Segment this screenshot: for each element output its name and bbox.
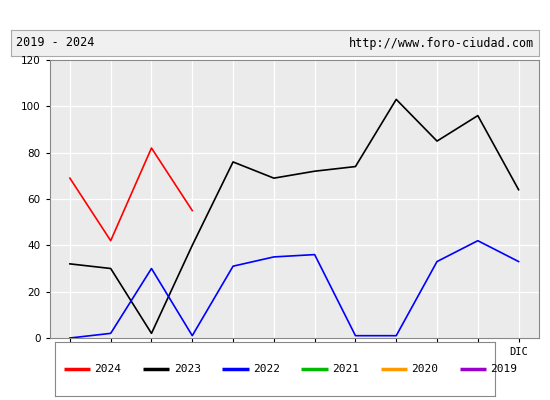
Text: 2024: 2024 bbox=[95, 364, 122, 374]
Text: http://www.foro-ciudad.com: http://www.foro-ciudad.com bbox=[349, 36, 534, 50]
Text: 2020: 2020 bbox=[411, 364, 438, 374]
Text: 2021: 2021 bbox=[332, 364, 359, 374]
Text: 2019 - 2024: 2019 - 2024 bbox=[16, 36, 95, 50]
Text: 2023: 2023 bbox=[174, 364, 201, 374]
Text: 2019: 2019 bbox=[491, 364, 518, 374]
Text: 2022: 2022 bbox=[253, 364, 280, 374]
Text: Evolucion Nº Turistas Extranjeros en el municipio de Budia: Evolucion Nº Turistas Extranjeros en el … bbox=[61, 8, 489, 22]
